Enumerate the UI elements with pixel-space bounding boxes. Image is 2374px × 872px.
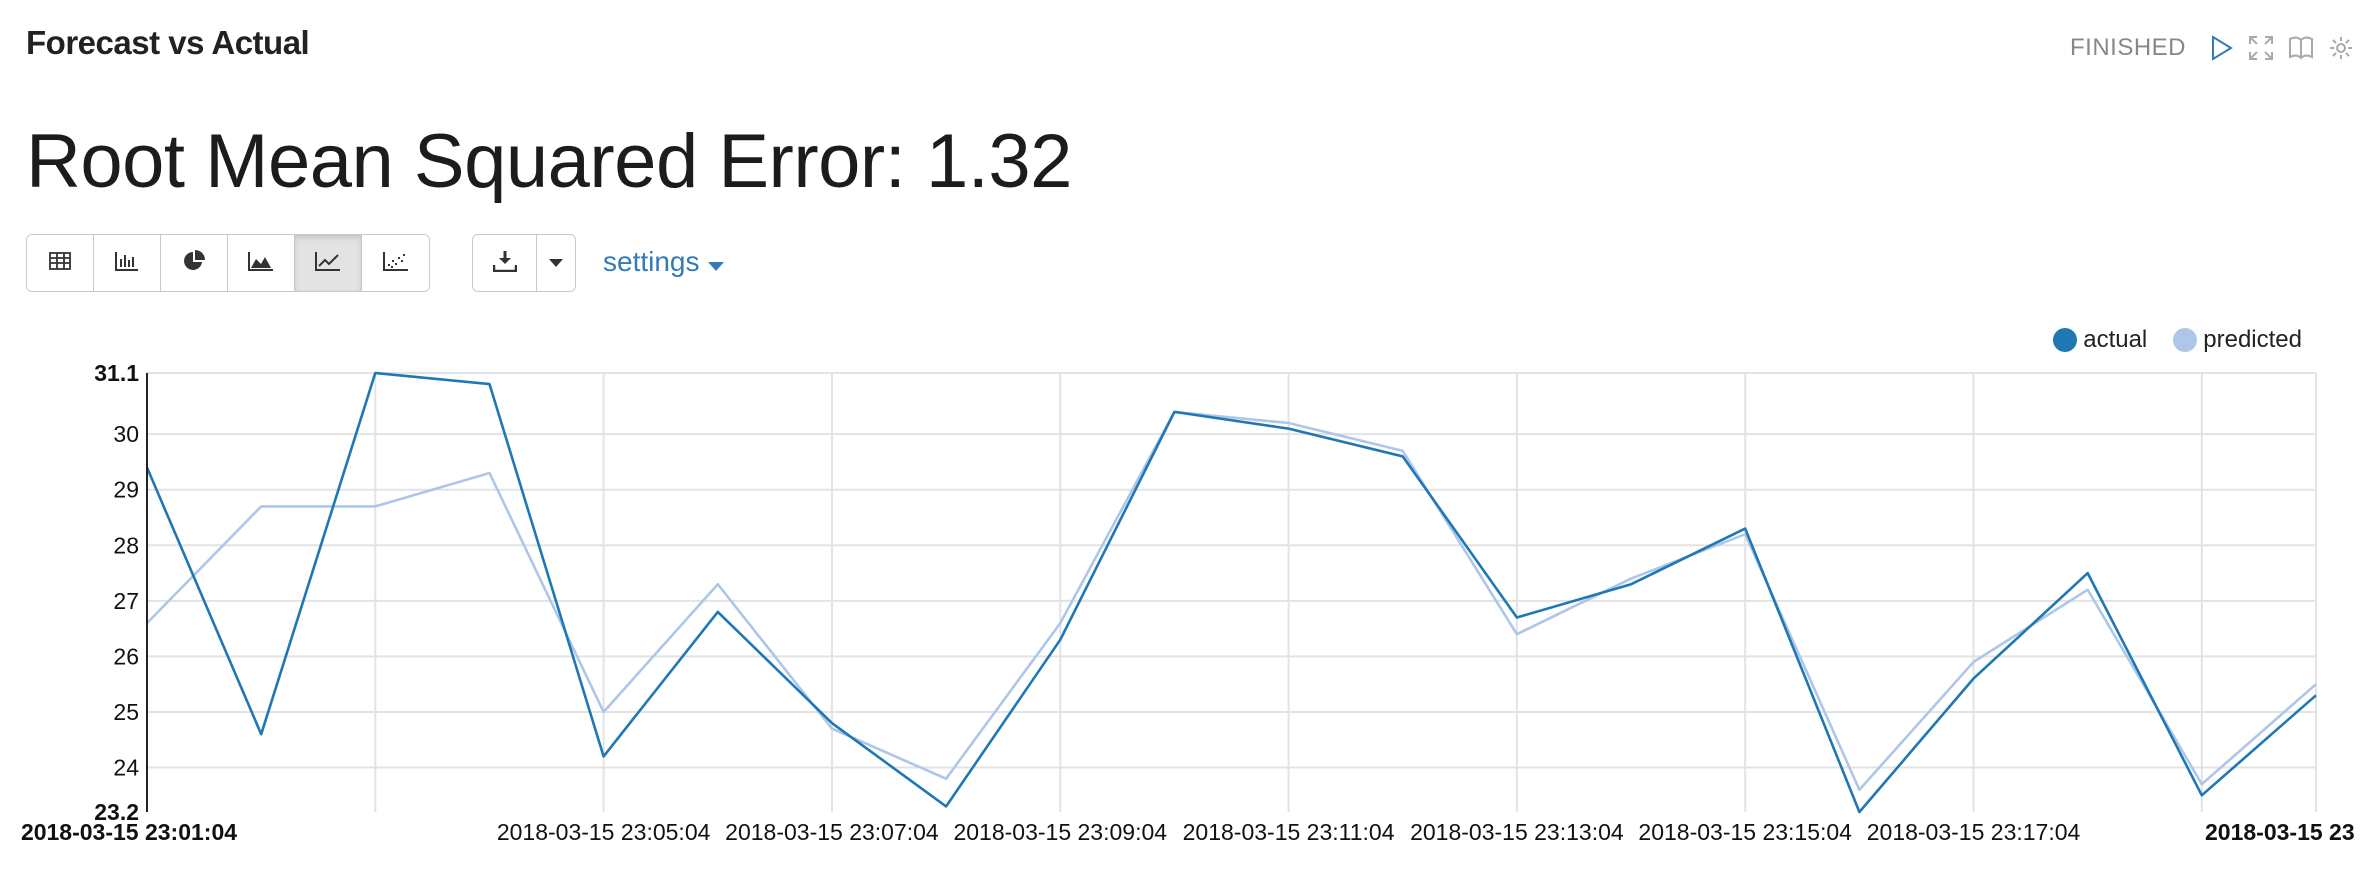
- bar-chart-icon: [115, 251, 139, 276]
- x-tick-label: 2018-03-15 23:07:04: [725, 819, 939, 845]
- y-tick-label: 25: [113, 699, 139, 725]
- y-tick-label: 30: [113, 421, 139, 447]
- caret-down-icon: [549, 254, 563, 272]
- legend-swatch-predicted: [2173, 328, 2198, 352]
- y-tick-label: 23.2: [94, 799, 139, 825]
- legend-swatch-actual: [2053, 328, 2078, 352]
- gear-icon[interactable]: [2328, 35, 2354, 61]
- scatter-chart-icon: [382, 251, 409, 276]
- download-options-dropdown[interactable]: [537, 235, 575, 291]
- run-icon[interactable]: [2210, 35, 2234, 61]
- y-tick-label: 28: [113, 532, 139, 558]
- line-chart-button[interactable]: [295, 235, 362, 291]
- chart-legend: actual predicted: [2053, 326, 2302, 354]
- scatter-chart-button[interactable]: [362, 235, 429, 291]
- paragraph-title: Forecast vs Actual: [26, 24, 310, 61]
- download-button[interactable]: [473, 235, 537, 291]
- status-label: FINISHED: [2069, 34, 2186, 61]
- chart-series: [145, 371, 2317, 814]
- chart-grid: [147, 372, 2317, 812]
- series-line-actual: [145, 371, 2317, 814]
- pie-chart-button[interactable]: [161, 235, 228, 291]
- table-icon: [49, 251, 71, 275]
- x-tick-label: 2018-03-15 23: [2205, 819, 2355, 845]
- x-tick-label: 2018-03-15 23:01:04: [21, 819, 237, 845]
- series-line-predicted: [146, 410, 2317, 792]
- legend-label-predicted: predicted: [2203, 326, 2302, 353]
- y-tick-label: 24: [113, 755, 139, 781]
- book-icon[interactable]: [2288, 35, 2314, 61]
- expand-icon[interactable]: [2248, 35, 2274, 61]
- table-view-button[interactable]: [27, 235, 94, 291]
- settings-dropdown-link[interactable]: settings: [603, 246, 724, 278]
- legend-label-actual: actual: [2083, 326, 2148, 353]
- legend-item-predicted[interactable]: predicted: [2173, 326, 2302, 354]
- y-tick-label: 27: [113, 588, 139, 614]
- download-toolbar: [472, 234, 576, 292]
- line-chart-icon: [315, 251, 341, 276]
- x-tick-label: 2018-03-15 23:05:04: [497, 819, 711, 845]
- x-tick-label: 2018-03-15 23:09:04: [953, 819, 1167, 845]
- y-tick-label: 26: [113, 643, 139, 669]
- bar-chart-button[interactable]: [94, 235, 161, 291]
- x-tick-label: 2018-03-15 23:15:04: [1638, 819, 1852, 845]
- y-tick-label: 29: [113, 477, 139, 503]
- x-tick-label: 2018-03-15 23:13:04: [1410, 819, 1624, 845]
- area-chart-button[interactable]: [228, 235, 295, 291]
- caret-down-icon: [707, 246, 724, 278]
- x-tick-label: 2018-03-15 23:11:04: [1183, 819, 1395, 845]
- x-tick-label: 2018-03-15 23:17:04: [1867, 819, 2081, 845]
- paragraph-controls: FINISHED: [2070, 34, 2354, 62]
- legend-item-actual[interactable]: actual: [2053, 326, 2147, 354]
- visualization-toolbar: [26, 234, 430, 292]
- area-chart-icon: [248, 251, 274, 276]
- settings-label: settings: [603, 246, 700, 277]
- download-icon: [492, 250, 517, 277]
- pie-chart-icon: [182, 249, 206, 278]
- y-tick-label: 31.1: [94, 360, 139, 386]
- rmse-heading: Root Mean Squared Error: 1.32: [26, 119, 1072, 204]
